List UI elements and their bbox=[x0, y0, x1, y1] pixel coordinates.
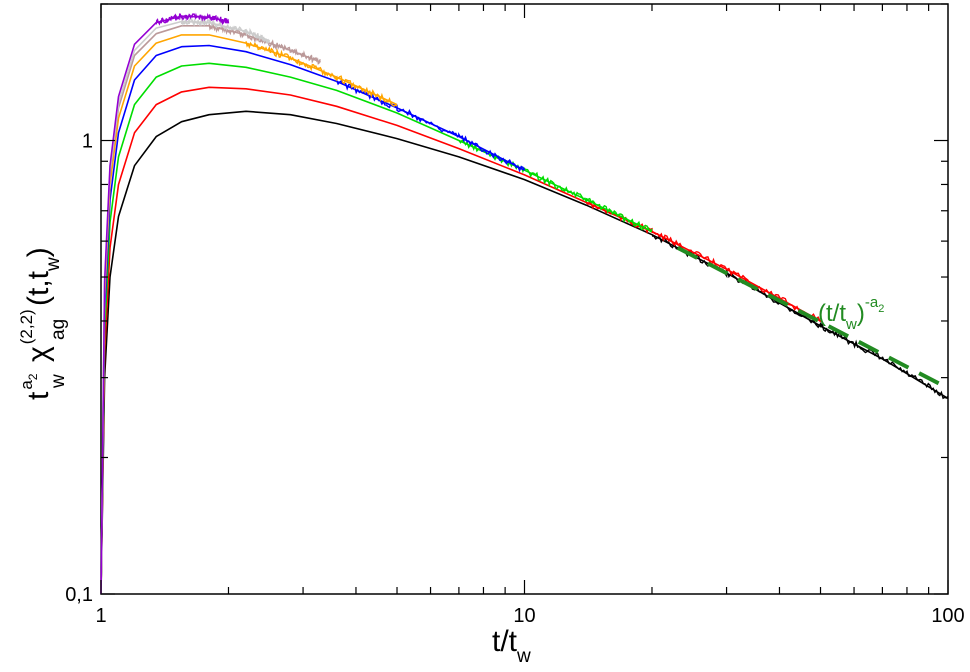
series-line-3 bbox=[100, 62, 653, 595]
series-line-4 bbox=[100, 44, 525, 595]
y-axis-t-sub: w bbox=[48, 374, 69, 389]
series-line-2 bbox=[100, 86, 821, 595]
series-layer bbox=[100, 12, 949, 595]
y-axis-t: t bbox=[22, 391, 55, 400]
x-axis-title: t/tw bbox=[492, 625, 531, 667]
x-axis-title-sub: w bbox=[516, 646, 531, 667]
annotation-base: (t/t bbox=[818, 300, 846, 327]
svg-text:ta2: ta2 bbox=[17, 373, 55, 400]
y-axis-args-close: ) bbox=[22, 247, 55, 257]
svg-text:χ(2,2): χ (2,2) bbox=[17, 309, 55, 362]
plot-frame bbox=[100, 3, 949, 595]
y-tick-label: 1 bbox=[82, 131, 93, 153]
y-axis-chi: χ bbox=[22, 346, 55, 362]
series-noise-4 bbox=[335, 79, 526, 173]
x-tick-label: 10 bbox=[513, 605, 535, 627]
y-axis-t-sup-sub: 2 bbox=[26, 373, 40, 380]
y-axis-chi-sup: (2,2) bbox=[17, 309, 36, 344]
x-tick-label: 100 bbox=[931, 605, 964, 627]
series-noise-5 bbox=[245, 41, 398, 107]
svg-text:(t,tw): (t,tw) bbox=[22, 247, 64, 306]
y-axis-args: (t,t bbox=[22, 270, 55, 306]
series-line-1 bbox=[100, 110, 949, 595]
power-law-annotation: (t/tw)-a2 bbox=[818, 294, 884, 333]
series-noise-8 bbox=[155, 12, 230, 26]
series-line-6 bbox=[100, 25, 321, 595]
series-noise-1 bbox=[651, 234, 949, 400]
y-tick-label: 0,1 bbox=[65, 584, 93, 606]
annotation-exp: -a bbox=[865, 294, 879, 311]
series-noise-7 bbox=[180, 17, 271, 45]
power-law-reference-line bbox=[676, 246, 942, 387]
y-axis-t-sup: a bbox=[17, 380, 36, 390]
y-axis-args-sub: w bbox=[43, 257, 64, 272]
annotation-base-sub: w bbox=[845, 316, 857, 333]
annotation-exp-sub: 2 bbox=[878, 303, 884, 315]
x-axis-title-main: t/t bbox=[492, 625, 518, 658]
y-axis-chi-sub: ag bbox=[48, 319, 69, 340]
annotation-close: ) bbox=[857, 300, 865, 327]
y-axis-title: ta2 w χ(2,2) ag (t,tw) bbox=[17, 247, 69, 400]
x-tick-label: 1 bbox=[95, 605, 106, 627]
